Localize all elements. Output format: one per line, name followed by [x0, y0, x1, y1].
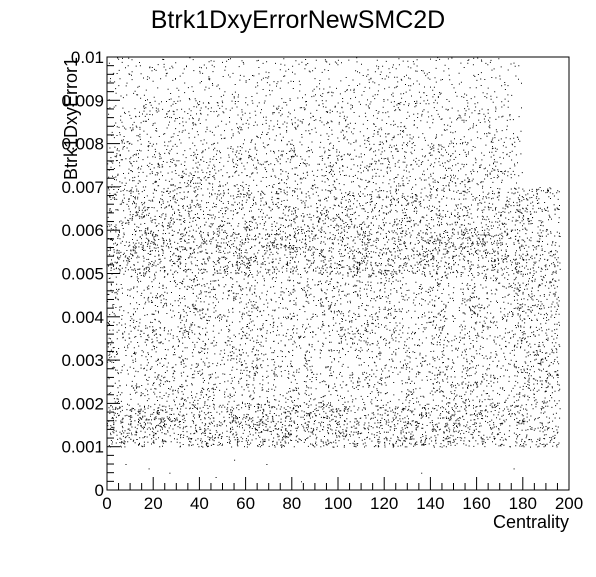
density-band-3: [107, 187, 524, 231]
y-tick-label: 0.005: [61, 265, 104, 284]
y-tick-label: 0.002: [61, 394, 104, 413]
sparse-point-4: [234, 460, 235, 461]
x-tick-label: 200: [555, 494, 583, 513]
y-axis-title: Btrk1DxyError1: [61, 57, 81, 180]
density-band-1: [107, 274, 523, 405]
sparse-point-5: [266, 464, 267, 465]
y-tick-label: 0.003: [61, 351, 104, 370]
density-tail-points: [514, 187, 561, 448]
y-tick-label: 0.001: [61, 438, 104, 457]
x-tick-label: 80: [282, 494, 301, 513]
x-axis-title: Centrality: [493, 512, 569, 532]
sparse-point-2: [169, 473, 170, 474]
sparse-point-8: [514, 468, 515, 469]
density-band-4: [107, 144, 523, 188]
x-tick-label: 180: [509, 494, 537, 513]
density-band-2: [108, 230, 524, 274]
chart-title: Btrk1DxyErrorNewSMC2D: [151, 6, 445, 34]
x-tick-label: 100: [324, 494, 352, 513]
x-tick-label: 120: [370, 494, 398, 513]
density-band-5: [107, 100, 522, 144]
scatter-points-layer: [107, 57, 561, 482]
y-tick-label: 0.006: [61, 221, 104, 240]
sparse-point-0: [126, 464, 127, 465]
sparse-point-6: [301, 481, 302, 482]
y-tick-label: 0.004: [61, 308, 104, 327]
x-tick-label: 140: [416, 494, 444, 513]
sparse-point-3: [216, 477, 217, 478]
density-band-0: [107, 404, 524, 448]
sparse-point-1: [149, 468, 150, 469]
x-tick-label: 20: [144, 494, 163, 513]
sparse-point-7: [421, 473, 422, 474]
x-tick-label: 160: [462, 494, 490, 513]
density-band-6: [109, 57, 522, 101]
y-tick-label: 0: [95, 481, 104, 500]
x-tick-label: 40: [190, 494, 209, 513]
x-tick-label: 60: [236, 494, 255, 513]
